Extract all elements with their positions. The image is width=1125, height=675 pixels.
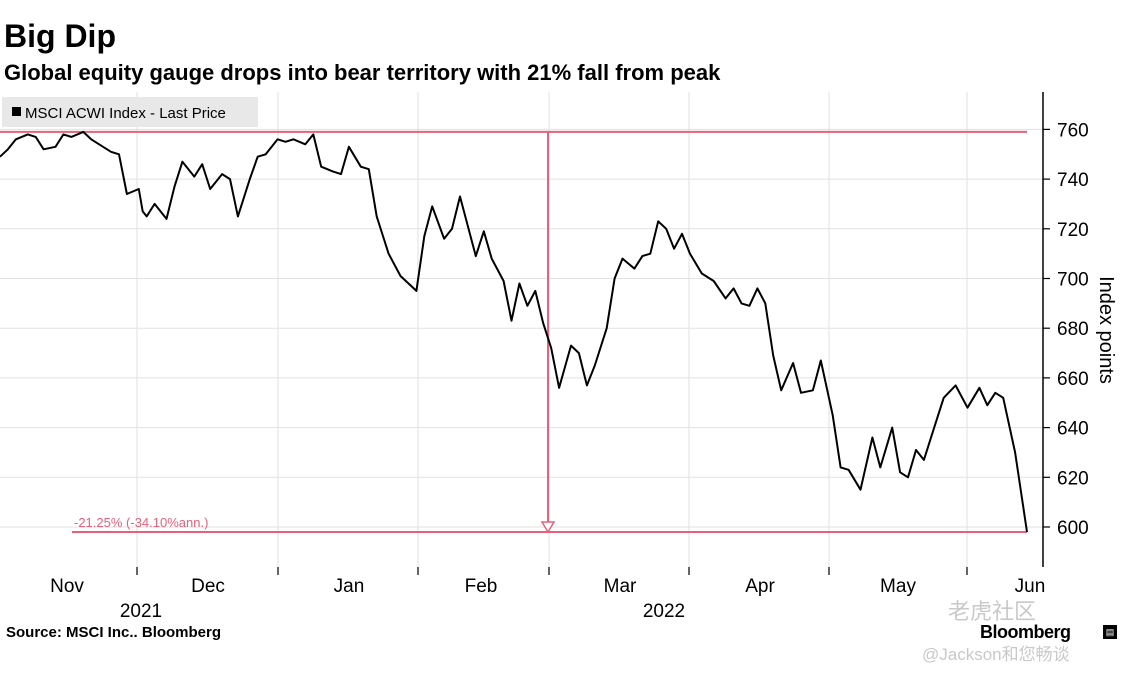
x-tick-label: Jun [1015,576,1046,597]
x-tick-label: Dec [191,576,225,597]
x-tick-label: Nov [50,576,84,597]
drawdown-label: -21.25% (-34.10%ann.) [74,515,208,530]
drawdown-arrow-head [540,521,556,534]
y-axis-label: Index points [1095,276,1117,384]
y-tick-label: 720 [1057,220,1089,241]
y-tick-label: 740 [1057,170,1089,191]
y-tick-label: 620 [1057,468,1089,489]
x-tick-label: Apr [745,576,775,597]
bloomberg-chart-icon: ▤ [1103,625,1117,639]
x-tick-label: Feb [465,576,498,597]
legend-box [2,97,258,127]
legend-label: MSCI ACWI Index - Last Price [25,105,226,122]
x-tick-label: May [880,576,916,597]
legend-swatch [12,107,21,116]
y-tick-label: 700 [1057,270,1089,291]
x-tick-label: Mar [604,576,637,597]
y-tick-label: 600 [1057,518,1089,539]
x-year-label: 2021 [120,601,162,622]
y-tick-label: 640 [1057,419,1089,440]
chart-subtitle: Global equity gauge drops into bear terr… [4,60,721,85]
y-tick-label: 680 [1057,319,1089,340]
y-tick-label: 760 [1057,120,1089,141]
series-line [0,130,1028,533]
x-tick-label: Jan [334,576,365,597]
watermark-top: 老虎社区 [948,599,1037,624]
chart-title: Big Dip [4,18,116,54]
x-year-label: 2022 [643,601,685,622]
y-tick-label: 660 [1057,369,1089,390]
brand-logo: Bloomberg [980,622,1071,642]
source-note: Source: MSCI Inc.. Bloomberg [6,624,222,641]
watermark-bottom: @Jackson和您畅谈 [922,645,1070,664]
